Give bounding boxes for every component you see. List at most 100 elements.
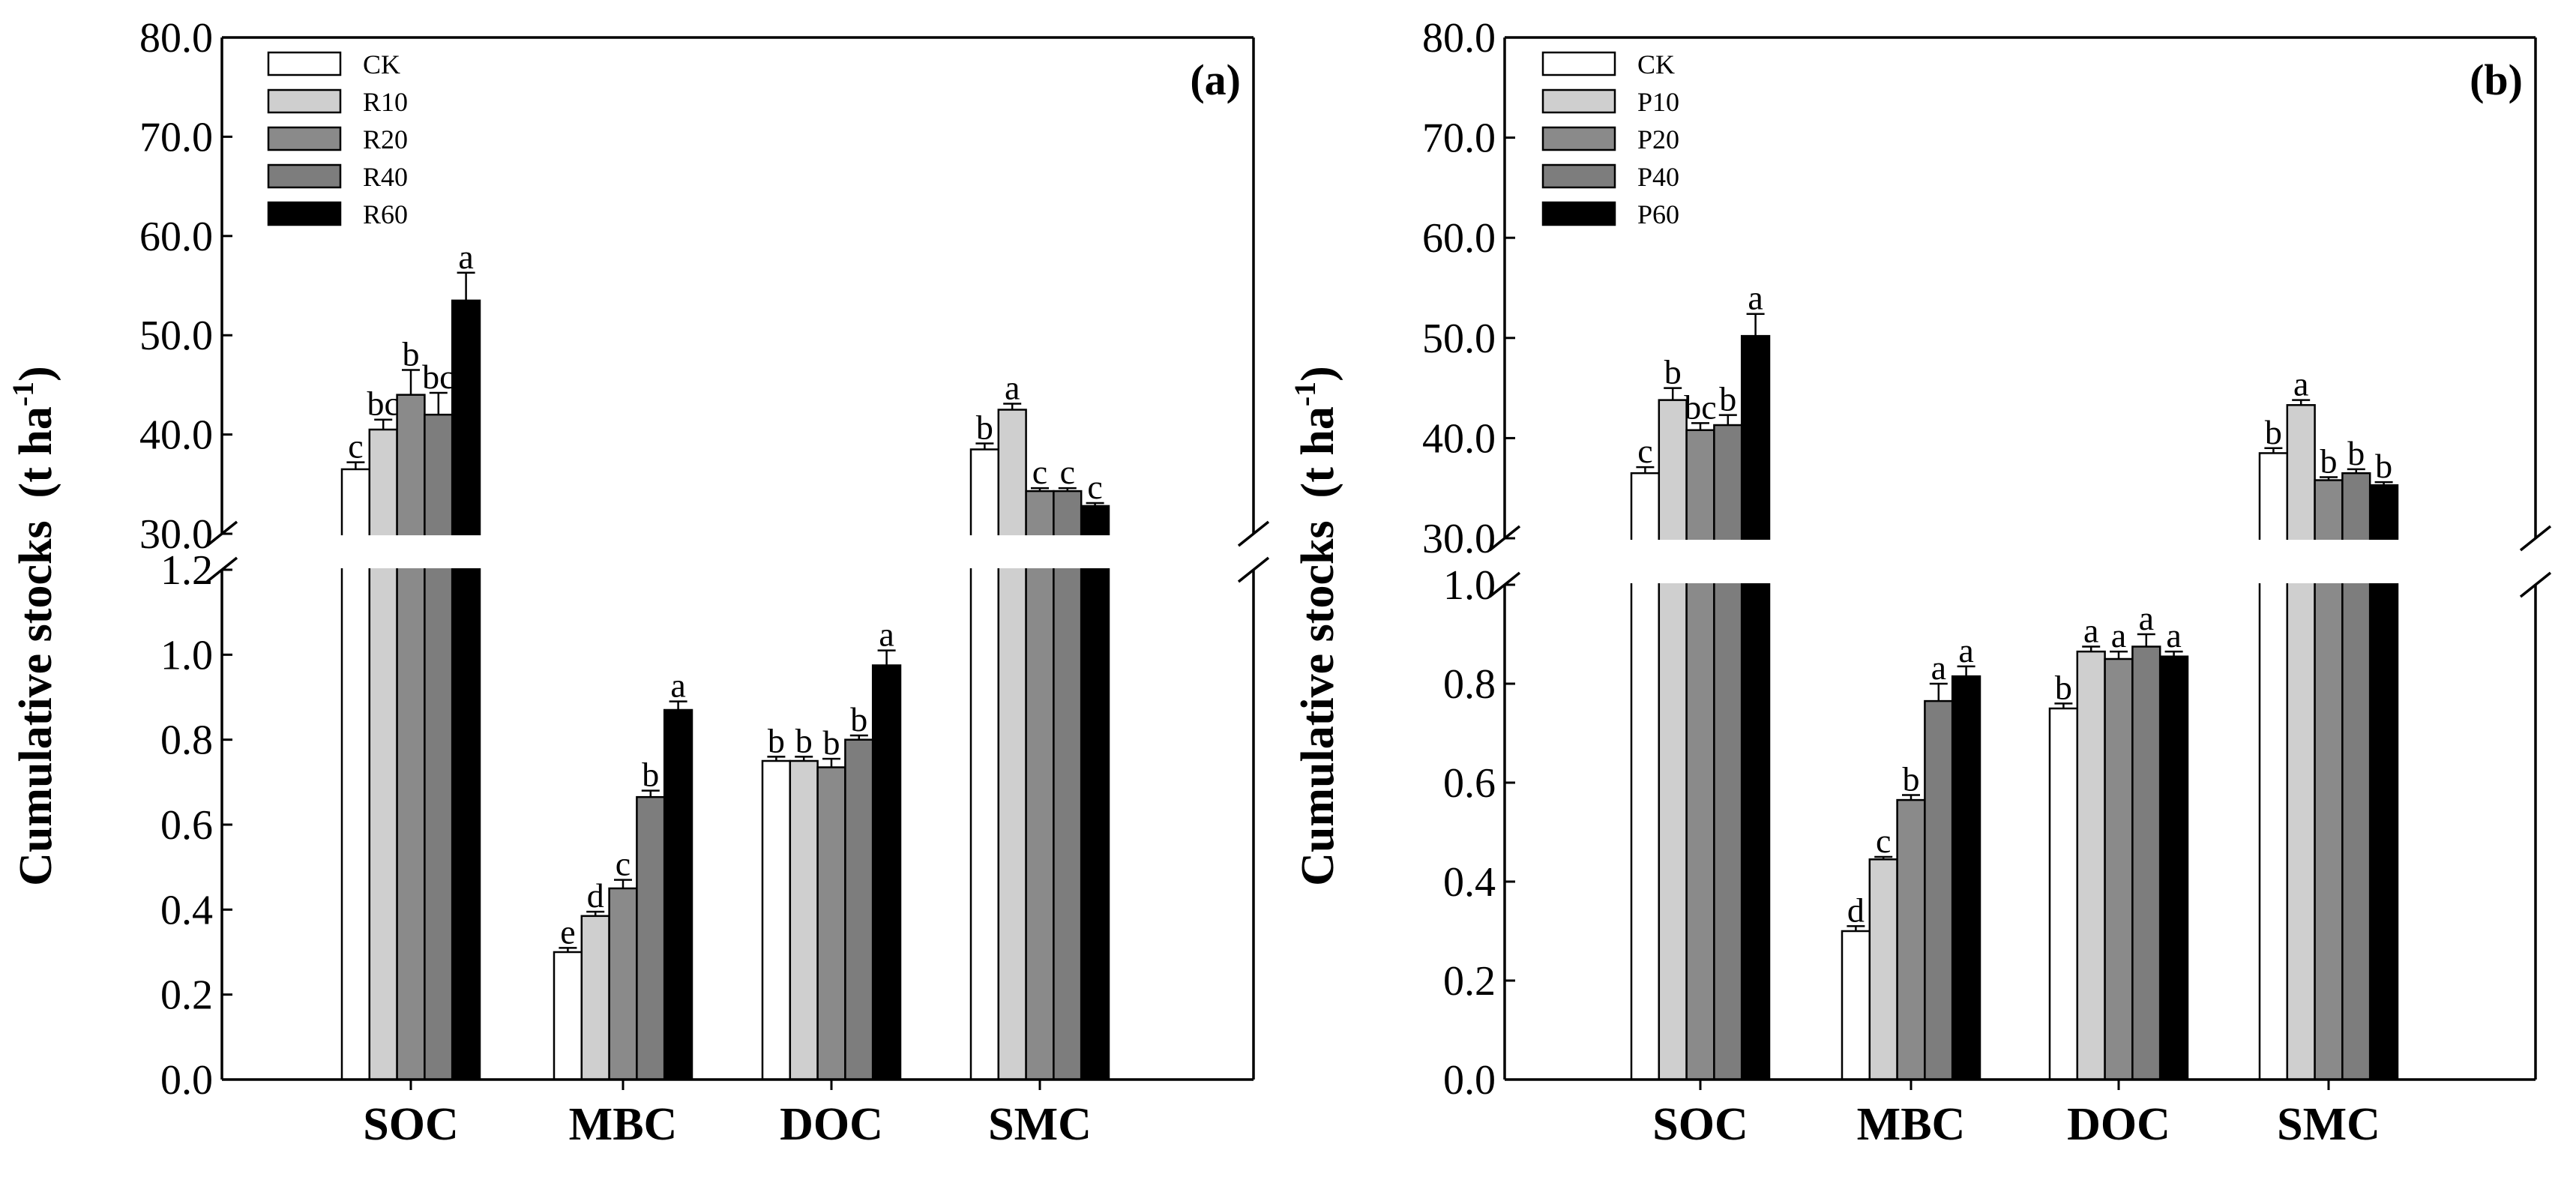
sig-letter-p20-smc: b [2320,442,2338,481]
sig-letter-p40-smc: b [2347,434,2365,472]
category-label-mbc: MBC [569,1099,678,1150]
sig-letter-p10-doc: a [2083,612,2098,650]
bar-ck-doc [2048,707,2079,1081]
sig-letter-r60-smc: c [1087,468,1102,506]
legend-swatch-p60 [1541,201,1616,226]
sig-letter-p20-mbc: b [1903,760,1920,798]
bar-r60-doc [871,664,902,1081]
sig-letter-r40-mbc: b [642,756,659,794]
sig-letter-r10-smc: a [1005,369,1020,407]
category-label-smc: SMC [988,1099,1092,1150]
y-tick-label-lower: 0.8 [160,717,213,764]
sig-letter-ck-mbc: d [1847,891,1865,929]
sig-letter-r10-soc: bc [367,385,399,423]
bar-r60-soc [451,299,481,1081]
axis-break-mark-right-1 [1237,556,1270,583]
y-tick-label-lower: 0.6 [1443,760,1496,807]
panel-label: (b) [2470,55,2523,104]
bar-p20-soc [1685,429,1715,1081]
legend-swatch-ck [267,51,342,76]
bar-p60-doc [2158,655,2189,1081]
bar-p20-mbc [1896,798,1926,1081]
legend-label-r40: R40 [363,162,408,192]
y-axis-label-unit-close: ) [1292,366,1343,382]
bar-r10-mbc [580,915,610,1081]
legend-swatch-r10 [267,88,342,114]
sig-letter-ck-smc: b [2265,413,2282,451]
legend-label-ck: CK [363,49,400,79]
bar-p10-mbc [1868,858,1898,1081]
y-tick-label-upper: 50.0 [139,313,213,359]
sig-letter-ck-soc: c [348,427,363,466]
legend-label-p60: P60 [1637,199,1679,229]
legend-swatch-p10 [1541,88,1616,114]
category-label-soc: SOC [363,1099,458,1150]
sig-letter-r20-smc: c [1032,453,1047,491]
y-axis-label-unit: (t ha [1292,406,1343,498]
y-tick-label-lower: 0.2 [1443,958,1496,1005]
category-label-smc: SMC [2277,1099,2380,1150]
legend-label-ck: CK [1637,49,1675,79]
sig-letter-ck-soc: c [1637,432,1652,470]
bar-ck-mbc [1841,930,1871,1081]
sig-letter-r40-smc: c [1060,453,1075,491]
y-tick-label-lower: 1.2 [160,547,213,594]
y-axis-label-unit-close: ) [10,366,61,382]
sig-letter-p40-doc: a [2139,599,2154,637]
bar-ck-mbc [553,951,583,1081]
bar-r60-smc [1080,505,1110,1081]
sig-letter-r40-soc: bc [422,358,454,396]
axis-break-gap [192,535,1284,568]
sig-letter-r60-soc: a [458,238,473,276]
bar-r40-mbc [636,795,666,1081]
bar-r20-smc [1025,490,1055,1081]
sig-letter-p10-smc: a [2293,365,2308,403]
legend-swatch-p20 [1541,126,1616,151]
sig-letter-p60-smc: b [2375,447,2392,485]
y-tick-label-upper: 80.0 [1422,15,1496,61]
sig-letter-ck-doc: b [2055,668,2072,706]
sig-letter-p60-mbc: a [1958,631,1973,669]
category-label-doc: DOC [2067,1099,2170,1150]
sig-letter-ck-doc: b [768,721,785,759]
sig-letter-r60-doc: a [879,615,894,654]
bar-p40-mbc [1924,699,1954,1081]
sig-letter-p60-soc: a [1748,279,1763,317]
bar-r20-mbc [608,887,638,1081]
category-label-mbc: MBC [1857,1099,1966,1150]
legend-swatch-r40 [267,163,342,189]
y-tick-label-upper: 40.0 [1422,415,1496,462]
sig-letter-p20-doc: a [2111,616,2126,654]
y-tick-label-upper: 60.0 [1422,215,1496,262]
bar-r40-soc [424,413,454,1081]
sig-letter-p10-mbc: c [1876,822,1891,860]
legend-swatch-p40 [1541,163,1616,189]
bar-p10-soc [1658,399,1688,1081]
y-axis-label: Cumulative stocks (t ha-1) [1288,366,1343,886]
y-axis-label-unit-sup: -1 [1288,382,1322,406]
y-tick-label-lower: 0.0 [1443,1057,1496,1104]
legend-swatch-ck [1541,51,1616,76]
sig-letter-p40-soc: b [1719,380,1736,418]
bar-r10-soc [368,428,398,1081]
y-tick-label-lower: 0.8 [1443,661,1496,708]
bar-r10-doc [789,759,819,1081]
sig-letter-p60-doc: a [2166,616,2181,654]
bar-p20-doc [2104,657,2134,1081]
y-axis-label: Cumulative stocks (t ha-1) [6,366,61,886]
y-tick-label-upper: 30.0 [139,511,213,558]
legend-label-r10: R10 [363,87,408,117]
bar-r20-soc [396,394,426,1081]
bar-r40-smc [1053,490,1083,1081]
y-tick-label-upper: 60.0 [139,214,213,260]
sig-letter-r20-soc: b [403,335,420,373]
legend-swatch-r20 [267,126,342,151]
y-axis-label-main: Cumulative stocks [1292,520,1343,885]
y-tick-label-lower: 1.0 [160,632,213,678]
y-tick-label-lower: 1.0 [1443,562,1496,609]
y-tick-label-upper: 80.0 [139,15,213,61]
sig-letter-r20-mbc: c [616,845,631,883]
bar-p40-soc [1713,424,1743,1081]
bar-p40-doc [2131,645,2161,1081]
